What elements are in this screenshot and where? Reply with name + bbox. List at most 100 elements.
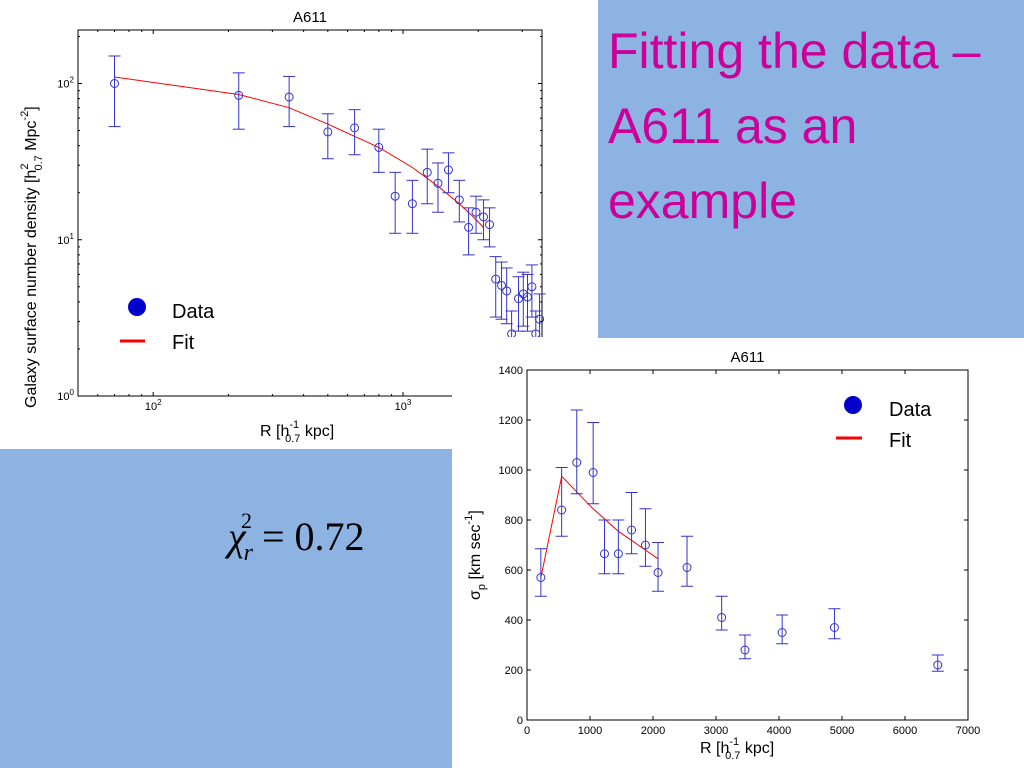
data-point <box>776 614 789 645</box>
data-marker <box>933 660 943 670</box>
data-marker <box>535 314 545 324</box>
chi-squared-formula: χr 2 = 0.72 <box>228 508 365 567</box>
data-marker <box>374 142 384 152</box>
data-point <box>525 264 538 318</box>
data-marker <box>323 127 333 137</box>
x-tick-label: 6000 <box>893 725 917 737</box>
data-point <box>483 207 496 248</box>
data-marker <box>284 92 294 102</box>
data-marker <box>110 79 120 89</box>
data-point <box>453 179 466 223</box>
chart-panel-density: 102 103 100 101 102 A611 R [h-1 0.7 kpc] Gala… <box>0 0 598 449</box>
data-point <box>570 409 583 495</box>
y-tick-label: 200 <box>505 665 523 677</box>
x-tick-label: 3000 <box>704 725 728 737</box>
data-point <box>612 519 625 575</box>
data-point <box>587 422 600 505</box>
svg-text:R [h-10.7 kpc]: R [h-1 0.7 kpc] <box>260 419 334 445</box>
data-point <box>639 508 652 567</box>
legend: Data Fit <box>120 298 215 354</box>
axis-ticks <box>526 369 969 721</box>
data-marker <box>497 280 507 290</box>
y-tick-label: 100 <box>57 388 74 403</box>
data-point <box>534 548 547 597</box>
x-tick-label: 7000 <box>956 725 980 737</box>
data-marker <box>613 549 623 559</box>
data-marker <box>502 286 512 296</box>
y-tick-label: 1000 <box>499 465 523 477</box>
data-point <box>681 535 694 587</box>
data-marker <box>640 540 650 550</box>
plot-frame <box>77 29 543 397</box>
data-point <box>470 195 483 234</box>
data-marker <box>350 123 360 133</box>
x-tick-label: 2000 <box>641 725 665 737</box>
data-marker <box>491 274 501 284</box>
x-axis-label: R [h-1 0.7 kpc] <box>700 736 774 762</box>
data-marker <box>653 568 663 577</box>
data-marker <box>514 294 524 304</box>
data-point <box>348 109 361 156</box>
data-point <box>108 55 121 128</box>
chart-title: A611 <box>731 349 765 366</box>
svg-text:Galaxy surface number density: Galaxy surface number density [h2 0.7 Mpc… <box>19 106 45 408</box>
chi-superscript: 2 <box>240 508 252 533</box>
data-marker <box>454 195 464 205</box>
x-tick-label: 102 <box>145 398 162 413</box>
x-axis-label: R [h-1 0.7 kpc] <box>260 419 334 445</box>
data-point <box>283 75 296 128</box>
data-marker <box>572 458 582 467</box>
chart-panel-dispersion: 0 1000 2000 3000 4000 5000 6000 7000 0 200 400 600 8… <box>452 338 1024 768</box>
svg-text:R [h-10.7 kpc]: R [h-1 0.7 kpc] <box>700 736 774 762</box>
data-marker <box>234 90 244 100</box>
chi-symbol: χ <box>228 514 246 559</box>
data-marker <box>599 549 609 559</box>
legend-data-marker <box>844 396 862 414</box>
data-marker <box>557 505 567 515</box>
legend-fit-label: Fit <box>889 430 912 452</box>
data-marker <box>627 525 637 535</box>
data-point <box>477 199 490 241</box>
fit-line <box>114 76 484 228</box>
data-marker <box>740 645 750 655</box>
y-tick-label: 600 <box>505 565 523 577</box>
data-point <box>625 492 638 555</box>
y-axis-label: σp [km sec-1] <box>463 510 488 600</box>
data-point <box>652 542 665 592</box>
y-tick-label: 1400 <box>499 365 523 377</box>
slide-title: Fitting the data – A611 as an example <box>608 23 981 229</box>
dispersion-chart: 0 1000 2000 3000 4000 5000 6000 7000 0 200 400 600 8… <box>463 349 980 762</box>
data-point <box>931 654 944 672</box>
data-point <box>232 72 245 130</box>
legend-data-marker <box>128 298 146 316</box>
y-tick-label: 0 <box>517 715 523 727</box>
data-marker <box>422 167 432 177</box>
legend-fit-label: Fit <box>172 332 195 354</box>
svg-text:σp [km sec-1]: σp [km sec-1] <box>463 510 488 600</box>
fit-layer <box>114 76 484 228</box>
data-point <box>715 595 728 631</box>
y-tick-label: 400 <box>505 615 523 627</box>
data-point <box>738 634 751 660</box>
x-tick-label: 103 <box>395 398 412 413</box>
y-axis-label: Galaxy surface number density [h2 0.7 Mpc… <box>19 106 45 408</box>
data-marker <box>390 191 400 201</box>
tick-labels: 102 103 100 101 102 <box>57 76 412 413</box>
y-tick-label: 1200 <box>499 415 523 427</box>
x-tick-label: 1000 <box>578 725 602 737</box>
data-point <box>421 148 434 205</box>
data-marker <box>588 468 598 477</box>
data-point <box>372 128 385 173</box>
data-marker <box>777 628 787 637</box>
data-marker <box>717 613 727 622</box>
y-tick-label: 102 <box>57 76 74 91</box>
data-marker <box>464 222 474 232</box>
legend-data-label: Data <box>172 301 215 323</box>
data-marker <box>479 212 489 222</box>
data-marker <box>443 165 453 175</box>
data-point <box>828 608 841 640</box>
x-tick-label: 4000 <box>767 725 791 737</box>
data-point <box>555 467 568 537</box>
data-marker <box>829 623 839 632</box>
data-point <box>495 261 508 320</box>
